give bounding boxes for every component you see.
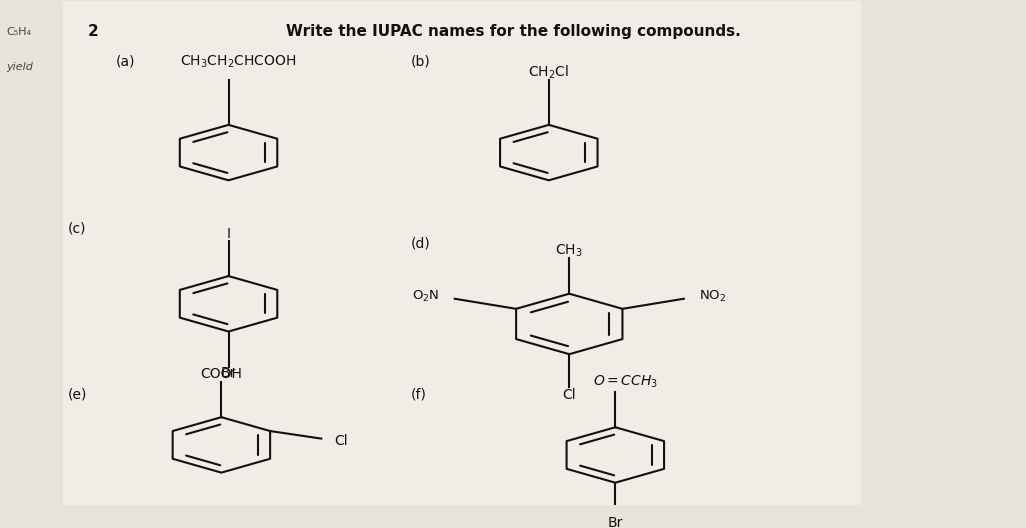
Text: (d): (d): [410, 237, 431, 250]
Text: Cl: Cl: [334, 434, 348, 448]
Text: Br: Br: [607, 516, 623, 528]
Text: (b): (b): [410, 55, 431, 69]
Text: C₅H₄: C₅H₄: [6, 26, 32, 36]
Text: $\mathregular{CH_3}$: $\mathregular{CH_3}$: [555, 243, 583, 259]
Text: (c): (c): [68, 221, 86, 235]
Text: (f): (f): [410, 388, 427, 401]
Bar: [63, 2, 861, 505]
Text: Cl: Cl: [562, 388, 576, 401]
Text: $\mathregular{CH_2Cl}$: $\mathregular{CH_2Cl}$: [528, 63, 569, 81]
Text: Write the IUPAC names for the following compounds.: Write the IUPAC names for the following …: [285, 24, 741, 39]
Text: I: I: [227, 227, 231, 241]
Text: Br: Br: [221, 366, 236, 380]
Text: $\mathregular{CH_3CH_2CHCOOH}$: $\mathregular{CH_3CH_2CHCOOH}$: [181, 54, 297, 70]
Text: 2: 2: [88, 24, 98, 39]
Text: yield: yield: [6, 62, 34, 72]
Text: (a): (a): [116, 55, 135, 69]
Text: (e): (e): [68, 388, 87, 401]
Text: $\mathregular{O_2N}$: $\mathregular{O_2N}$: [412, 289, 439, 304]
Text: $O{=}CCH_3$: $O{=}CCH_3$: [593, 374, 658, 390]
Text: COOH: COOH: [200, 367, 242, 381]
Text: $\mathregular{NO_2}$: $\mathregular{NO_2}$: [699, 289, 726, 304]
